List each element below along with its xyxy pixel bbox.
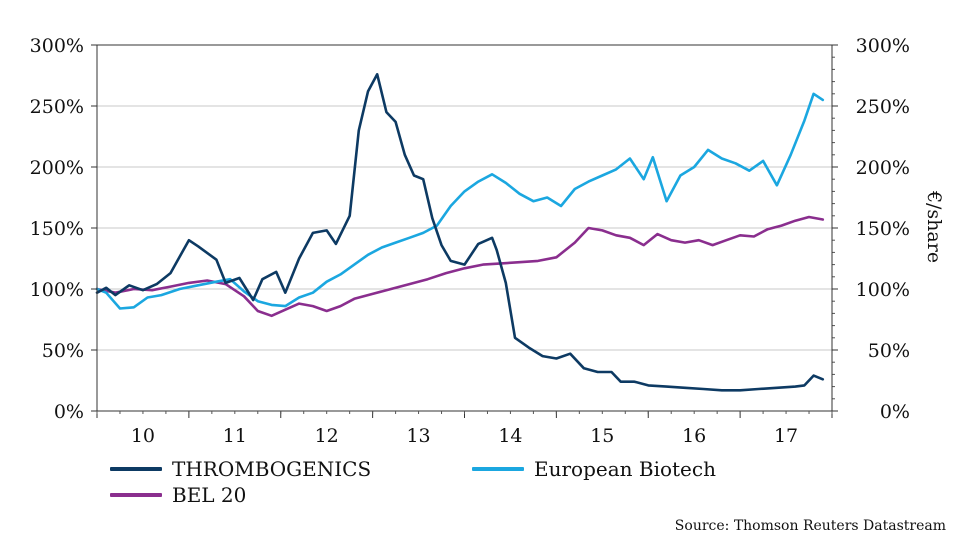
legend-swatch-european-biotech bbox=[472, 467, 524, 471]
x-tick-label: 15 bbox=[590, 425, 614, 447]
legend-swatch-bel-20 bbox=[110, 493, 162, 497]
y2-tick-label: 250% bbox=[856, 96, 910, 118]
y-tick-label: 50% bbox=[42, 340, 84, 362]
y2-tick-label: 100% bbox=[856, 279, 910, 301]
x-tick-label: 17 bbox=[774, 425, 798, 447]
left-y-tick-labels: 0% 50% 100% 150% 200% 250% 300% bbox=[30, 35, 84, 423]
x-tick-label: 10 bbox=[131, 425, 155, 447]
legend-item-european-biotech: European Biotech bbox=[472, 456, 716, 482]
right-y-tick-labels: 0% 50% 100% 150% 200% 250% 300% bbox=[856, 35, 910, 423]
y2-tick-label: 200% bbox=[856, 157, 910, 179]
right-axis-title: €/share bbox=[923, 190, 945, 263]
y-tick-label: 100% bbox=[30, 279, 84, 301]
gridlines bbox=[97, 105, 832, 351]
x-tick-label: 11 bbox=[223, 425, 247, 447]
y2-tick-label: 300% bbox=[856, 35, 910, 57]
series-line-european-biotech bbox=[95, 92, 825, 310]
source-note: Source: Thomson Reuters Datastream bbox=[674, 518, 946, 534]
series-lines bbox=[95, 73, 825, 392]
y-tick-label: 150% bbox=[30, 218, 84, 240]
legend-label: BEL 20 bbox=[172, 483, 247, 507]
x-tick-label: 16 bbox=[682, 425, 706, 447]
legend-item-bel-20: BEL 20 bbox=[110, 482, 246, 508]
y-tick-label: 300% bbox=[30, 35, 84, 57]
legend-label: THROMBOGENICS bbox=[172, 457, 372, 481]
x-tick-label: 13 bbox=[406, 425, 430, 447]
series-line-bel-20 bbox=[95, 215, 825, 318]
y2-tick-label: 0% bbox=[880, 401, 910, 423]
legend-item-thrombogenics: THROMBOGENICS bbox=[110, 456, 371, 482]
y2-tick-label: 150% bbox=[856, 218, 910, 240]
y-tick-label: 200% bbox=[30, 157, 84, 179]
legend: THROMBOGENICS European Biotech BEL 20 bbox=[110, 456, 810, 512]
axes bbox=[91, 44, 838, 418]
x-tick-labels: 10 11 12 13 14 15 16 17 bbox=[131, 425, 798, 447]
series-line-thrombogenics bbox=[95, 73, 825, 392]
legend-swatch-thrombogenics bbox=[110, 467, 162, 471]
x-tick-label: 12 bbox=[315, 425, 339, 447]
y-tick-label: 250% bbox=[30, 96, 84, 118]
y2-tick-label: 50% bbox=[868, 340, 910, 362]
y-tick-label: 0% bbox=[54, 401, 84, 423]
legend-label: European Biotech bbox=[534, 457, 716, 481]
x-tick-label: 14 bbox=[498, 425, 522, 447]
